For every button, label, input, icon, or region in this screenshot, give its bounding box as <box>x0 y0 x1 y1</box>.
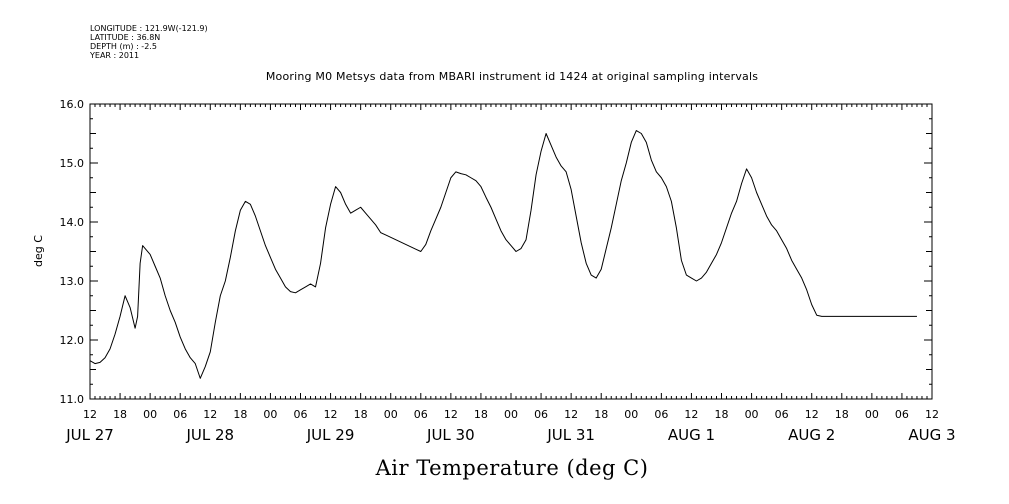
x-tick-label: 18 <box>354 408 368 421</box>
meta-longitude: LONGITUDE : 121.9W(-121.9) <box>90 24 208 33</box>
x-tick-label: 18 <box>594 408 608 421</box>
x-tick-label: 00 <box>504 408 518 421</box>
x-tick-label: 00 <box>384 408 398 421</box>
date-label: JUL 28 <box>185 426 234 444</box>
chart-title: Mooring M0 Metsys data from MBARI instru… <box>266 70 758 83</box>
x-tick-label: 06 <box>895 408 909 421</box>
y-tick-label: 16.0 <box>60 98 85 111</box>
x-axis-label: Air Temperature (deg C) <box>375 456 649 480</box>
x-tick-label: 06 <box>173 408 187 421</box>
x-tick-label: 12 <box>564 408 578 421</box>
x-tick-label: 06 <box>654 408 668 421</box>
meta-latitude: LATITUDE : 36.8N <box>90 33 160 42</box>
plot-frame <box>89 103 933 400</box>
x-tick-label: 06 <box>534 408 548 421</box>
x-axis: 12 18 00 06 12 18 00 06 12 18 00 06 12 18 00 06 12 18 00 06… <box>65 104 956 444</box>
y-tick-label: 13.0 <box>60 275 85 288</box>
x-tick-label: 12 <box>203 408 217 421</box>
y-tick-label: 14.0 <box>60 216 85 229</box>
x-tick-label: 12 <box>805 408 819 421</box>
x-tick-label: 12 <box>684 408 698 421</box>
meta-block: LONGITUDE : 121.9W(-121.9) LATITUDE : 36… <box>89 24 208 60</box>
x-tick-label: 18 <box>715 408 729 421</box>
date-label: JUL 31 <box>546 426 595 444</box>
x-tick-label: 12 <box>83 408 97 421</box>
x-tick-label: 12 <box>324 408 338 421</box>
x-tick-label: 00 <box>745 408 759 421</box>
x-tick-label: 18 <box>835 408 849 421</box>
y-tick-label: 15.0 <box>60 157 85 170</box>
y-axis: 11.0 12.0 13.0 14.0 15.0 16.0 <box>60 98 932 406</box>
x-tick-label: 18 <box>113 408 127 421</box>
series-line-0 <box>90 130 917 379</box>
x-tick-label: 00 <box>624 408 638 421</box>
date-label: AUG 2 <box>788 426 835 444</box>
y-tick-label: 11.0 <box>60 393 85 406</box>
x-tick-label: 18 <box>233 408 247 421</box>
y-tick-label: 12.0 <box>60 334 85 347</box>
date-label: AUG 3 <box>908 426 955 444</box>
x-tick-label: 12 <box>444 408 458 421</box>
x-tick-label: 00 <box>865 408 879 421</box>
meta-depth: DEPTH (m) : -2.5 <box>90 42 157 51</box>
x-tick-label: 06 <box>414 408 428 421</box>
x-tick-label: 06 <box>775 408 789 421</box>
date-label: JUL 30 <box>426 426 475 444</box>
series-layer <box>90 130 917 379</box>
x-tick-label: 06 <box>294 408 308 421</box>
y-axis-label: deg C <box>32 235 45 267</box>
meta-year: YEAR : 2011 <box>89 51 139 60</box>
date-label: JUL 27 <box>65 426 114 444</box>
x-tick-label: 00 <box>143 408 157 421</box>
x-tick-label: 12 <box>925 408 939 421</box>
x-tick-label: 18 <box>474 408 488 421</box>
date-label: JUL 29 <box>306 426 355 444</box>
date-label: AUG 1 <box>668 426 715 444</box>
x-tick-label: 00 <box>263 408 277 421</box>
